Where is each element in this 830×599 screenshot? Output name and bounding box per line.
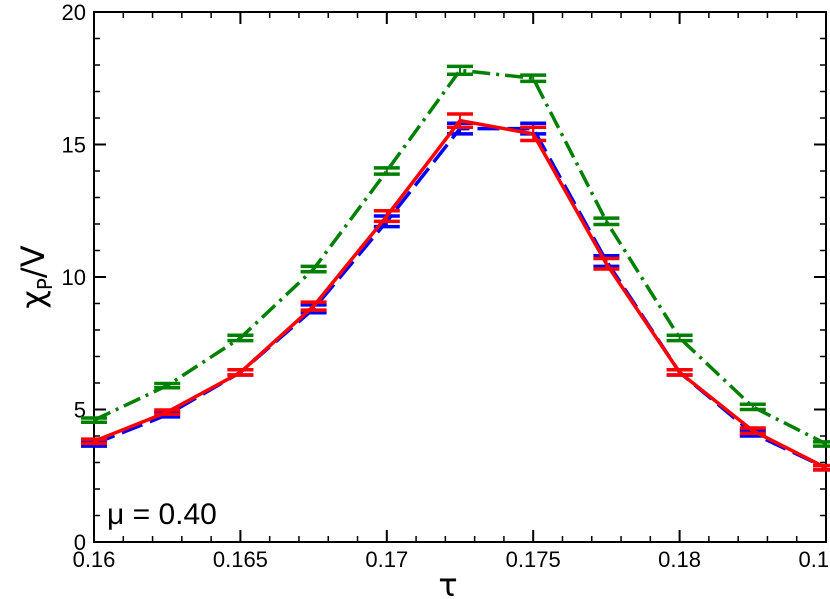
data-point (300, 300, 327, 312)
x-tick-label: 0.175 (506, 547, 561, 572)
data-point (447, 64, 473, 77)
y-tick-label: 15 (62, 133, 86, 158)
x-tick-label: 0.18 (658, 547, 701, 572)
x-tick-label: 0.185 (798, 547, 830, 572)
series-group (81, 64, 830, 472)
y-axis-label-rest: /V (14, 245, 52, 278)
data-point (593, 256, 620, 271)
data-point (81, 416, 107, 424)
data-point (154, 408, 181, 417)
data-point (81, 437, 107, 446)
data-point (373, 166, 400, 176)
data-point (300, 264, 327, 274)
series-line (93, 68, 827, 446)
plot-frame (93, 11, 827, 543)
data-point (447, 112, 473, 130)
data-point (520, 125, 547, 143)
y-tick-label: 0 (74, 530, 86, 555)
data-point (813, 463, 830, 472)
annotation-mu: μ = 0.40 (107, 498, 217, 531)
series-2 (81, 64, 830, 448)
y-axis-label-sub: P (33, 278, 57, 290)
series-1 (81, 121, 830, 472)
data-point (666, 368, 693, 377)
series-0 (81, 112, 830, 472)
data-point (154, 381, 181, 390)
y-tick-label: 10 (62, 265, 86, 290)
x-tick-label: 0.17 (365, 547, 408, 572)
series-line (93, 126, 827, 470)
svg-text:χP/V: χP/V (14, 245, 57, 308)
data-point (666, 333, 693, 343)
data-point (593, 216, 620, 227)
x-axis-label: τ (438, 566, 457, 599)
y-tick-label: 20 (62, 0, 86, 25)
x-tick-label: 0.165 (213, 547, 268, 572)
data-point (739, 426, 766, 436)
data-point (520, 73, 547, 84)
y-axis-label-main: χ (14, 290, 52, 308)
series-line (93, 118, 827, 470)
data-point (227, 333, 254, 343)
y-axis-label: χP/V (14, 245, 57, 308)
data-point (373, 209, 400, 224)
x-tick-label: 0.16 (73, 547, 116, 572)
data-point (813, 440, 830, 448)
data-point (227, 368, 254, 377)
data-point (739, 402, 766, 412)
